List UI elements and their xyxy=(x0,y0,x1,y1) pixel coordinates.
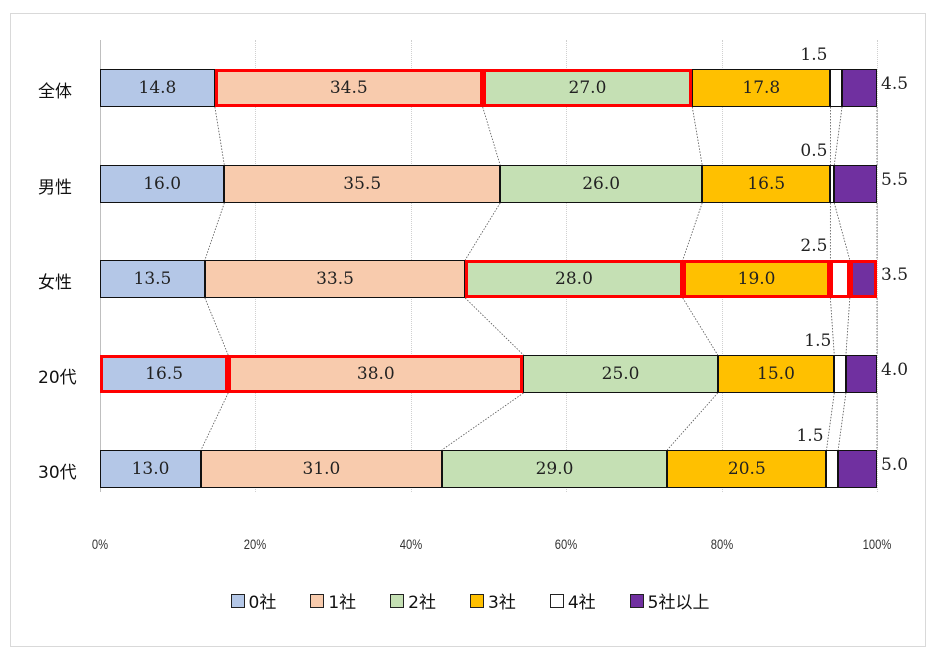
bar-segment-2社: 25.0 xyxy=(523,355,718,393)
bar-segment-1社: 33.5 xyxy=(204,260,466,298)
data-label-outside: 1.5 xyxy=(796,426,824,446)
data-label-outside: 0.5 xyxy=(800,141,828,161)
x-tick-label: 0% xyxy=(91,536,109,552)
legend-item: 5社以上 xyxy=(629,588,710,613)
data-label: 34.5 xyxy=(329,78,368,98)
bar-segment-0社: 16.5 xyxy=(100,355,229,393)
bar-segment-1社: 34.5 xyxy=(214,69,483,107)
data-label: 15.0 xyxy=(757,364,795,384)
legend-label: 1社 xyxy=(328,593,357,613)
data-label: 20.5 xyxy=(727,459,766,479)
legend-item: 2社 xyxy=(390,588,436,613)
bar-segment-3社: 15.0 xyxy=(717,355,835,393)
bar-segment-2社: 26.0 xyxy=(500,165,703,203)
bar-segment-3社: 19.0 xyxy=(682,260,831,298)
data-label-outside: 5.5 xyxy=(881,170,909,190)
x-tick-label: 100% xyxy=(862,536,892,552)
bar-segment-4社 xyxy=(830,260,850,298)
bar-segment-4社 xyxy=(826,450,839,488)
legend-swatch xyxy=(230,593,245,608)
bar-segment-3社: 20.5 xyxy=(667,450,827,488)
legend-label: 0社 xyxy=(248,593,277,613)
data-label: 38.0 xyxy=(356,364,395,384)
legend-item: 4社 xyxy=(549,588,596,613)
data-label-outside: 5.0 xyxy=(881,455,909,475)
data-label-outside: 1.5 xyxy=(800,45,828,65)
bar-segment-2社: 29.0 xyxy=(441,450,668,488)
legend-label: 5社以上 xyxy=(647,593,710,613)
data-label: 16.5 xyxy=(747,174,786,194)
x-tick-label: 60% xyxy=(554,536,578,552)
x-tick-label: 80% xyxy=(710,536,733,552)
bar-segment-0社: 16.0 xyxy=(100,165,225,203)
data-label-outside: 4.5 xyxy=(881,74,909,94)
data-label: 33.5 xyxy=(316,269,354,289)
bar-segment-4社 xyxy=(834,355,846,393)
legend-item: 1社 xyxy=(310,588,356,613)
legend-swatch xyxy=(549,593,564,608)
data-label: 27.0 xyxy=(568,78,607,98)
bar-segment-4社 xyxy=(830,165,835,203)
data-label: 31.0 xyxy=(302,459,341,479)
bar-segment-2社: 28.0 xyxy=(465,260,683,298)
data-label: 17.8 xyxy=(742,78,781,98)
legend-swatch xyxy=(390,593,405,608)
data-label: 13.5 xyxy=(133,269,172,289)
bar-segment-5社以上 xyxy=(834,165,877,203)
data-label: 16.5 xyxy=(145,364,184,384)
bar-segment-0社: 14.8 xyxy=(100,69,215,107)
bar-segment-5社以上 xyxy=(845,355,877,393)
data-label: 29.0 xyxy=(535,459,574,479)
bar-segment-3社: 16.5 xyxy=(702,165,831,203)
data-label: 26.0 xyxy=(582,174,621,194)
legend-label: 3社 xyxy=(488,593,516,613)
x-tick-label: 40% xyxy=(399,536,423,552)
category-label: 全体 xyxy=(38,82,72,102)
bar-segment-2社: 27.0 xyxy=(482,69,693,107)
chart-frame xyxy=(10,13,926,647)
bar-segment-1社: 38.0 xyxy=(228,355,524,393)
category-label: 30代 xyxy=(38,463,77,483)
category-label: 男性 xyxy=(38,178,72,198)
bar-segment-1社: 31.0 xyxy=(201,450,442,488)
x-tick-label: 20% xyxy=(244,536,267,552)
data-label-outside: 4.0 xyxy=(881,360,909,380)
bar-segment-0社: 13.5 xyxy=(100,260,205,298)
category-label: 20代 xyxy=(38,368,77,388)
category-label: 女性 xyxy=(38,273,72,293)
data-label: 25.0 xyxy=(601,364,640,384)
legend-item: 3社 xyxy=(470,588,516,613)
legend-item: 0社 xyxy=(230,588,277,613)
legend-label: 2社 xyxy=(408,593,436,613)
legend-swatch xyxy=(629,593,644,608)
bar-segment-1社: 35.5 xyxy=(224,165,501,203)
data-label-outside: 2.5 xyxy=(800,236,828,256)
data-label: 28.0 xyxy=(555,269,593,289)
bar-segment-3社: 17.8 xyxy=(692,69,831,107)
data-label-outside: 3.5 xyxy=(881,265,909,285)
legend-swatch xyxy=(470,593,484,608)
data-label: 13.0 xyxy=(131,459,170,479)
bar-segment-0社: 13.0 xyxy=(100,450,201,488)
data-label: 19.0 xyxy=(737,269,776,289)
data-label: 35.5 xyxy=(343,174,382,194)
data-label: 16.0 xyxy=(143,174,182,194)
legend: 0社 1社 2社 3社 4社 5社以上 xyxy=(0,588,940,613)
data-label-outside: 1.5 xyxy=(804,331,832,351)
data-label: 14.8 xyxy=(138,78,177,98)
bar-segment-5社以上 xyxy=(838,450,877,488)
bar-segment-5社以上 xyxy=(849,260,877,298)
gridline xyxy=(877,40,878,492)
bar-segment-5社以上 xyxy=(842,69,877,107)
legend-label: 4社 xyxy=(567,593,596,613)
bar-segment-4社 xyxy=(830,69,843,107)
legend-swatch xyxy=(310,593,325,608)
